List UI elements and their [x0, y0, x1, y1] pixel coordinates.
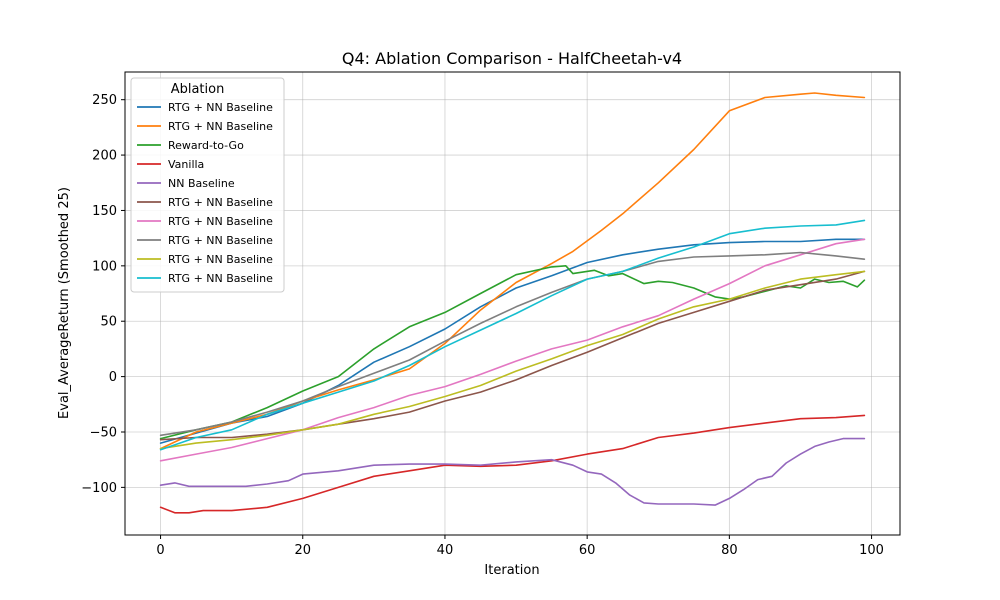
- legend-title: Ablation: [171, 82, 225, 97]
- legend-entry: RTG + NN Baseline: [168, 101, 273, 114]
- x-tick-label: 20: [294, 543, 311, 558]
- plot-frame: [124, 71, 901, 536]
- y-tick-label: −100: [81, 481, 117, 496]
- y-tick-label: 250: [92, 93, 117, 108]
- series-layer: [159, 92, 866, 514]
- legend-entry: Reward-to-Go: [168, 139, 244, 152]
- series-line-4: [159, 414, 866, 514]
- y-tick-label: 50: [100, 315, 117, 330]
- legend-entry: RTG + NN Baseline: [168, 253, 273, 266]
- series-line-10: [159, 219, 866, 451]
- legend-entry: RTG + NN Baseline: [168, 272, 273, 285]
- series-line-7: [159, 238, 866, 462]
- x-axis-label: Iteration: [484, 563, 539, 578]
- grid-lines: [125, 72, 900, 535]
- x-axis: 0 20 40 60 80 100: [156, 535, 884, 558]
- y-tick-label: 0: [109, 370, 117, 385]
- series-line-5: [159, 437, 866, 506]
- series-line-8: [159, 251, 866, 437]
- legend-entry: RTG + NN Baseline: [168, 196, 273, 209]
- y-tick-label: 200: [92, 149, 117, 164]
- y-axis-label: Eval_AverageReturn (Smoothed 25): [57, 187, 72, 419]
- series-line-9: [159, 270, 866, 450]
- legend-entry: RTG + NN Baseline: [168, 215, 273, 228]
- legend-entry: RTG + NN Baseline: [168, 234, 273, 247]
- x-tick-label: 0: [156, 543, 164, 558]
- legend-entry: Vanilla: [168, 158, 204, 171]
- legend-box: [130, 77, 285, 293]
- legend-entry: NN Baseline: [168, 177, 235, 190]
- y-axis: −100 −50 0 50 100 150 200 250: [81, 93, 125, 496]
- legend-entry: RTG + NN Baseline: [168, 120, 273, 133]
- y-tick-label: 100: [92, 259, 117, 274]
- series-line-1: [159, 238, 866, 444]
- y-tick-label: −50: [90, 425, 117, 440]
- x-tick-label: 100: [859, 543, 884, 558]
- x-tick-label: 60: [579, 543, 596, 558]
- x-tick-label: 40: [437, 543, 454, 558]
- x-tick-label: 80: [721, 543, 738, 558]
- chart-title: Q4: Ablation Comparison - HalfCheetah-v4: [342, 49, 682, 68]
- series-line-3: [159, 265, 866, 440]
- y-tick-label: 150: [92, 204, 117, 219]
- legend: Ablation RTG + NN Baseline RTG + NN Baseli…: [130, 77, 285, 293]
